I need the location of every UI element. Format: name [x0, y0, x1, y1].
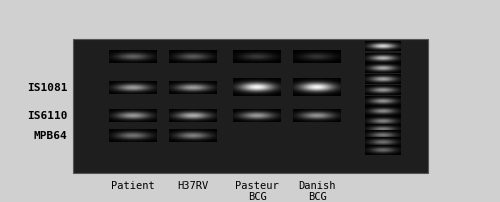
Text: MPB64: MPB64 [34, 131, 68, 141]
Text: H37RV: H37RV [178, 181, 209, 191]
Bar [72, 39, 428, 174]
Text: IS1081: IS1081 [27, 83, 68, 93]
Text: IS6110: IS6110 [27, 111, 68, 121]
Text: Patient: Patient [111, 181, 154, 191]
Text: Danish
BCG: Danish BCG [298, 181, 336, 202]
Text: Pasteur
BCG: Pasteur BCG [235, 181, 279, 202]
